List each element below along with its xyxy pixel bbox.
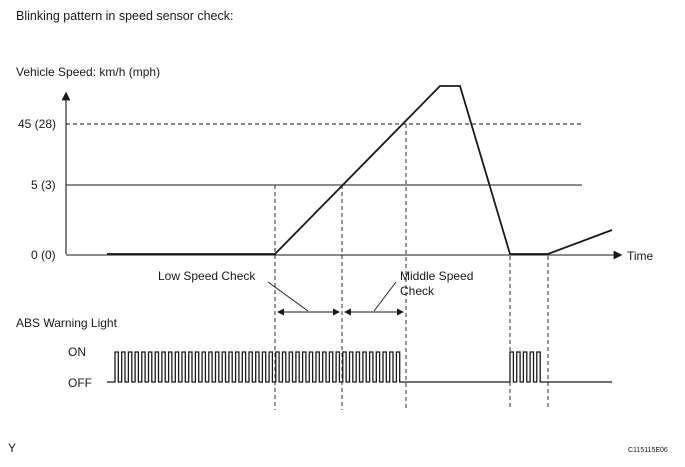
figure-code: C115115E06 [628,447,668,454]
diagram-title: Blinking pattern in speed sensor check: [16,9,234,23]
middle-speed-check-label-line1: Middle Speed [400,269,473,283]
on-label: ON [68,345,86,359]
tick-label-0: 0 (0) [31,248,56,262]
middle-speed-check-label-line2: Check [400,284,435,298]
corner-label: Y [8,441,16,455]
speed-axis-label: Vehicle Speed: km/h (mph) [16,65,160,79]
low-speed-check-label: Low Speed Check [158,269,256,283]
middle-speed-leader [373,281,397,312]
abs-warning-light-label: ABS Warning Light [16,316,118,330]
time-label: Time [627,249,654,263]
speed-curve [107,85,613,255]
low-speed-leader [267,281,309,312]
tick-label-5: 5 (3) [31,178,56,192]
off-label: OFF [68,376,92,390]
abs-blink-signal [107,351,612,383]
tick-label-45: 45 (28) [18,117,56,131]
